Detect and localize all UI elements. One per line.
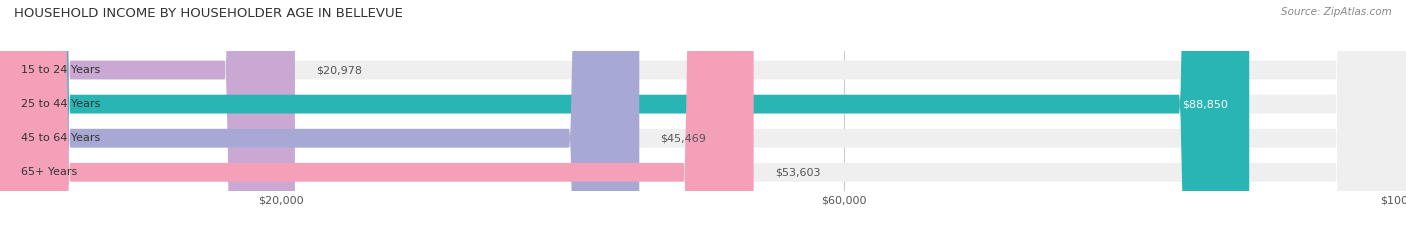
FancyBboxPatch shape xyxy=(0,0,295,233)
Text: $88,850: $88,850 xyxy=(1182,99,1229,109)
FancyBboxPatch shape xyxy=(0,0,640,233)
Text: Source: ZipAtlas.com: Source: ZipAtlas.com xyxy=(1281,7,1392,17)
FancyBboxPatch shape xyxy=(0,0,1250,233)
Text: 25 to 44 Years: 25 to 44 Years xyxy=(21,99,100,109)
Text: $53,603: $53,603 xyxy=(775,167,820,177)
Text: $45,469: $45,469 xyxy=(661,133,706,143)
Text: HOUSEHOLD INCOME BY HOUSEHOLDER AGE IN BELLEVUE: HOUSEHOLD INCOME BY HOUSEHOLDER AGE IN B… xyxy=(14,7,404,20)
Text: $20,978: $20,978 xyxy=(316,65,361,75)
Text: 15 to 24 Years: 15 to 24 Years xyxy=(21,65,100,75)
FancyBboxPatch shape xyxy=(0,0,754,233)
Text: 65+ Years: 65+ Years xyxy=(21,167,77,177)
Text: 45 to 64 Years: 45 to 64 Years xyxy=(21,133,100,143)
